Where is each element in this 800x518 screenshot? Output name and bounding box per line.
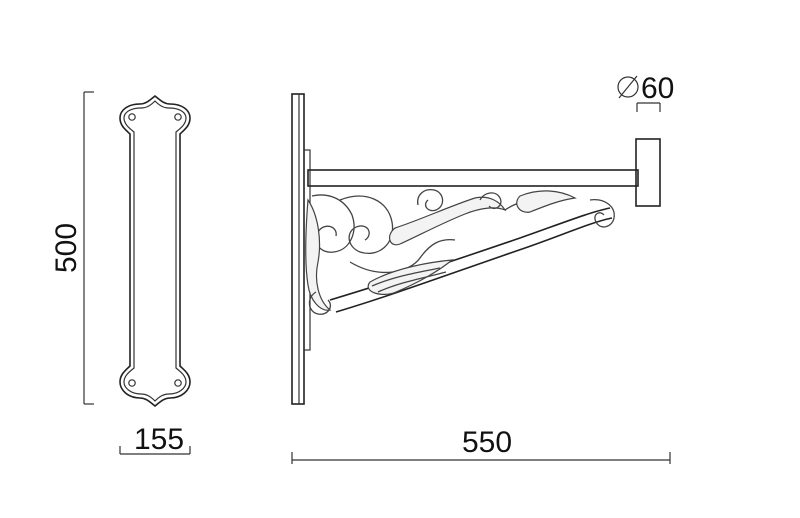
projection-dimension: 550 bbox=[291, 426, 671, 464]
height-dimension: 500 bbox=[50, 91, 94, 405]
mounting-hole bbox=[128, 113, 136, 121]
plate-front-view bbox=[119, 94, 191, 408]
mounting-hole bbox=[174, 379, 182, 387]
pipe-diameter-dimension: 60 bbox=[617, 72, 674, 112]
diameter-symbol-icon bbox=[617, 76, 639, 98]
height-value: 500 bbox=[50, 223, 83, 273]
ornament bbox=[305, 189, 615, 315]
mounting-hole bbox=[174, 113, 182, 121]
pipe-diameter-value: 60 bbox=[641, 72, 674, 105]
mounting-hole bbox=[128, 379, 136, 387]
bracket-side-view bbox=[291, 93, 661, 405]
plate-width-dimension: 155 bbox=[119, 423, 191, 456]
plate-width-value: 155 bbox=[134, 423, 184, 456]
projection-value: 550 bbox=[462, 426, 512, 459]
